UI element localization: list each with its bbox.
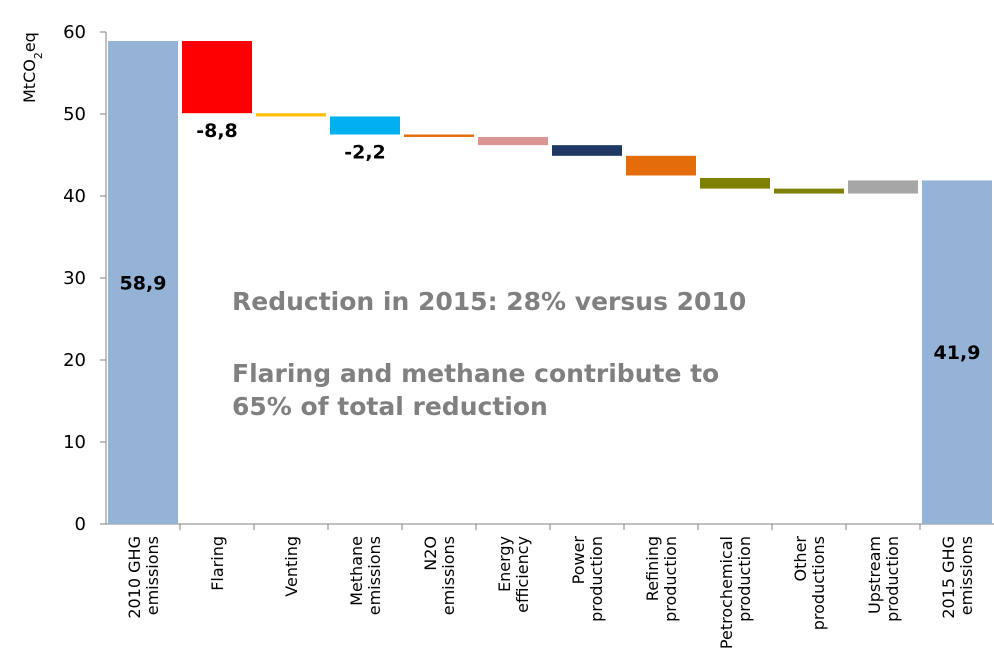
bar-4 — [404, 134, 474, 137]
category-label: 2010 GHG — [125, 536, 144, 619]
category-label: 2015 GHG — [939, 536, 958, 619]
category-label: Energy — [495, 536, 514, 592]
category-label: productions — [809, 536, 828, 630]
axes: 0 10 20 30 40 50 60 — [63, 22, 994, 535]
annotation-flaring-methane: Flaring and methane contribute to — [232, 359, 720, 388]
category-label: Flaring — [208, 536, 227, 591]
category-label: production — [735, 536, 754, 622]
bar-6 — [552, 145, 622, 156]
bar-5 — [478, 136, 548, 146]
y-tick-label: 40 — [63, 186, 86, 207]
category-label: Petrochemical — [717, 536, 736, 649]
bar-0 — [108, 41, 178, 525]
y-tick-label: 20 — [63, 350, 86, 371]
category-label: emissions — [439, 536, 458, 615]
category-label: Power — [569, 536, 588, 585]
bar-7 — [626, 155, 696, 176]
bar-11 — [922, 180, 992, 525]
y-tick-label: 0 — [75, 514, 86, 535]
category-label: Refining — [643, 536, 662, 601]
category-label: emissions — [957, 536, 976, 615]
category-label: production — [883, 536, 902, 622]
category-label: Methane — [347, 536, 366, 606]
bars — [108, 41, 992, 525]
annotation-total-reduction: 65% of total reduction — [232, 392, 548, 421]
category-label: Venting — [282, 536, 301, 597]
data-labels: 58,9 -8,8 -2,2 41,9 — [120, 120, 981, 364]
data-label-11: 41,9 — [934, 342, 981, 364]
bar-10 — [848, 180, 918, 194]
y-tick-label: 50 — [63, 104, 86, 125]
y-tick-label: 60 — [63, 22, 86, 43]
category-labels: 2010 GHG emissions Flaring Venting Methane em… — [125, 536, 976, 650]
bar-9 — [774, 188, 844, 194]
data-label-1: -8,8 — [196, 120, 238, 142]
category-label: Other — [791, 536, 810, 582]
category-label: emissions — [365, 536, 384, 615]
category-label: production — [661, 536, 680, 622]
category-label: Upstream — [865, 536, 884, 614]
category-label: emissions — [143, 536, 162, 615]
annotation-reduction: Reduction in 2015: 28% versus 2010 — [232, 287, 747, 316]
category-label: production — [587, 536, 606, 622]
bar-1 — [182, 41, 252, 114]
y-tick-label: 30 — [63, 268, 86, 289]
y-axis-label: MtCO2eq — [20, 32, 45, 103]
category-label: efficiency — [513, 536, 532, 613]
y-tick-label: 10 — [63, 432, 86, 453]
category-label: N2O — [421, 536, 440, 571]
bar-2 — [256, 113, 326, 117]
bar-3 — [330, 116, 400, 135]
bar-8 — [700, 177, 770, 189]
data-label-3: -2,2 — [344, 142, 386, 164]
data-label-0: 58,9 — [120, 273, 167, 295]
